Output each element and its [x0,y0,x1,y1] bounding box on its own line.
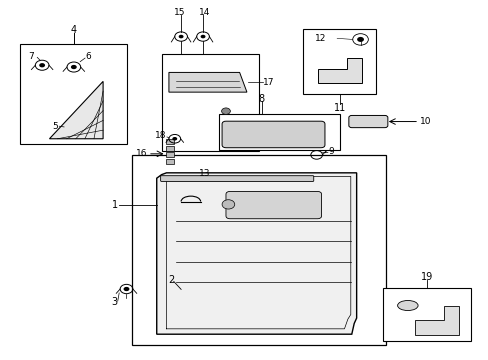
Circle shape [200,35,205,39]
Circle shape [222,200,234,209]
FancyBboxPatch shape [160,176,313,181]
Text: 3: 3 [111,297,118,307]
Bar [239,230,329,257]
FancyBboxPatch shape [348,116,387,128]
Text: 1: 1 [111,200,118,210]
Bar [303,30,375,94]
Text: 19: 19 [420,272,432,282]
Polygon shape [317,58,361,83]
Circle shape [123,287,129,291]
Text: 11: 11 [333,103,345,113]
Text: 10: 10 [419,117,430,126]
Bar [166,146,174,151]
Polygon shape [157,173,356,334]
FancyBboxPatch shape [222,121,325,148]
Bar [166,152,174,157]
Text: 16: 16 [135,149,147,158]
Text: 9: 9 [328,147,333,156]
Text: 6: 6 [85,52,91,61]
Polygon shape [168,72,246,92]
Polygon shape [414,306,458,335]
Circle shape [221,108,230,114]
Circle shape [172,137,177,140]
Circle shape [178,35,183,39]
Polygon shape [49,81,103,139]
Text: 12: 12 [315,34,326,43]
Text: 4: 4 [71,25,77,35]
Text: 5: 5 [52,122,58,131]
Text: 15: 15 [174,8,185,17]
Text: 7: 7 [28,52,34,61]
Ellipse shape [397,301,417,311]
Bar [132,155,385,345]
Bar [219,114,339,149]
Bar [20,44,127,144]
Bar [166,159,174,164]
Text: 14: 14 [199,8,210,17]
Circle shape [356,37,363,42]
Bar [166,139,174,144]
Bar [383,288,470,341]
Text: 18: 18 [155,131,166,140]
Circle shape [71,65,77,69]
Text: 17: 17 [263,78,274,87]
Bar [222,187,341,220]
Bar [161,54,259,151]
Text: 2: 2 [168,275,174,285]
Text: 8: 8 [258,94,264,104]
FancyBboxPatch shape [225,192,321,219]
Text: 13: 13 [198,169,210,178]
Bar [176,290,327,329]
Circle shape [39,63,45,67]
